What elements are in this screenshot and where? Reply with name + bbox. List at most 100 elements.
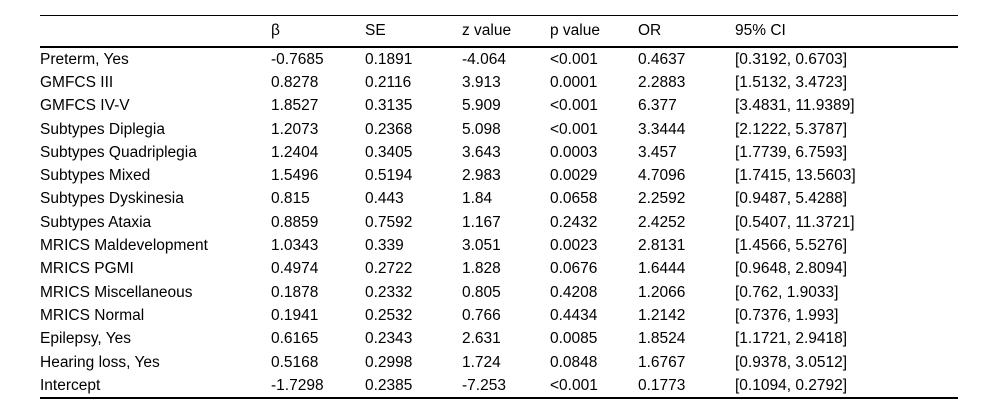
or-cell: 1.2066 bbox=[638, 283, 686, 301]
se-cell: 0.5194 bbox=[365, 167, 413, 185]
p-value-cell: 0.0085 bbox=[550, 330, 598, 348]
se-cell: 0.2116 bbox=[365, 73, 412, 91]
table-row: Intercept -1.7298 0.2385 -7.253 <0.001 0.1773… bbox=[40, 374, 958, 398]
row-label: MRICS PGMI bbox=[40, 260, 134, 278]
ci-cell: [0.1094, 0.2792] bbox=[735, 376, 848, 394]
table-row: GMFCS IV-V 1.8527 0.3135 5.909 <0.001 6.377 [3… bbox=[40, 95, 958, 118]
row-label: MRICS Miscellaneous bbox=[40, 283, 193, 301]
ci-cell: [1.1721, 2.9418] bbox=[735, 330, 848, 348]
or-cell: 2.2883 bbox=[638, 73, 686, 91]
or-cell: 0.4637 bbox=[638, 50, 686, 68]
table-row: Subtypes Diplegia 1.2073 0.2368 5.098 <0.001… bbox=[40, 118, 958, 141]
beta-cell: 0.8859 bbox=[271, 213, 319, 231]
z-value-cell: 5.098 bbox=[462, 120, 501, 138]
header-z-value: z value bbox=[462, 15, 550, 48]
beta-cell: 1.5496 bbox=[271, 167, 319, 185]
table-row: Hearing loss, Yes 0.5168 0.2998 1.724 0.0848… bbox=[40, 351, 958, 374]
table-row: MRICS Maldevelopment 1.0343 0.339 3.051 0.00… bbox=[40, 234, 958, 257]
or-cell: 0.1773 bbox=[638, 376, 686, 394]
z-value-cell: 1.828 bbox=[462, 260, 501, 278]
table-row: Subtypes Dyskinesia 0.815 0.443 1.84 0.0658 2… bbox=[40, 188, 958, 211]
row-label: Subtypes Mixed bbox=[40, 167, 151, 185]
p-value-cell: 0.0001 bbox=[550, 73, 598, 91]
p-value-cell: 0.0658 bbox=[550, 190, 598, 208]
or-cell: 2.2592 bbox=[638, 190, 686, 208]
or-cell: 1.2142 bbox=[638, 306, 686, 324]
or-cell: 3.3444 bbox=[638, 120, 686, 138]
z-value-cell: 3.643 bbox=[462, 143, 501, 161]
ci-cell: [1.7415, 13.5603] bbox=[735, 167, 856, 185]
row-label: GMFCS IV-V bbox=[40, 97, 130, 115]
se-cell: 0.2343 bbox=[365, 330, 413, 348]
or-cell: 4.7096 bbox=[638, 167, 686, 185]
z-value-cell: 1.724 bbox=[462, 353, 501, 371]
p-value-cell: 0.0848 bbox=[550, 353, 598, 371]
table-row: Subtypes Quadriplegia 1.2404 0.3405 3.643 0.… bbox=[40, 141, 958, 164]
z-value-cell: -4.064 bbox=[462, 50, 506, 68]
beta-cell: 0.4974 bbox=[271, 260, 319, 278]
ci-cell: [0.3192, 0.6703] bbox=[735, 50, 848, 68]
p-value-cell: <0.001 bbox=[550, 50, 598, 68]
row-label: Preterm, Yes bbox=[40, 50, 129, 68]
table-header: β SE z value p value OR 95% CI bbox=[40, 15, 958, 48]
row-label: GMFCS III bbox=[40, 73, 114, 91]
se-cell: 0.3405 bbox=[365, 143, 413, 161]
ci-cell: [0.5407, 11.3721] bbox=[735, 213, 855, 231]
header-se: SE bbox=[365, 15, 462, 48]
se-cell: 0.2332 bbox=[365, 283, 413, 301]
se-cell: 0.3135 bbox=[365, 97, 413, 115]
p-value-cell: <0.001 bbox=[550, 97, 598, 115]
or-cell: 2.4252 bbox=[638, 213, 686, 231]
beta-cell: -0.7685 bbox=[271, 50, 324, 68]
z-value-cell: 0.805 bbox=[462, 283, 501, 301]
header-variable bbox=[40, 15, 271, 48]
se-cell: 0.2385 bbox=[365, 376, 413, 394]
beta-cell: 0.6165 bbox=[271, 330, 319, 348]
beta-cell: 1.2404 bbox=[271, 143, 319, 161]
ci-cell: [0.9648, 2.8094] bbox=[735, 260, 848, 278]
table-row: MRICS Normal 0.1941 0.2532 0.766 0.4434 1.214… bbox=[40, 304, 958, 327]
beta-cell: 1.0343 bbox=[271, 237, 319, 255]
or-cell: 2.8131 bbox=[638, 237, 686, 255]
p-value-cell: 0.0029 bbox=[550, 167, 598, 185]
table-row: MRICS PGMI 0.4974 0.2722 1.828 0.0676 1.6444 [… bbox=[40, 258, 958, 281]
table-row: MRICS Miscellaneous 0.1878 0.2332 0.805 0.42… bbox=[40, 281, 958, 304]
or-cell: 1.6444 bbox=[638, 260, 686, 278]
beta-cell: 1.2073 bbox=[271, 120, 319, 138]
ci-cell: [3.4831, 11.9389] bbox=[735, 97, 855, 115]
se-cell: 0.2722 bbox=[365, 260, 413, 278]
table-body: Preterm, Yes -0.7685 0.1891 -4.064 <0.001 0.4… bbox=[40, 47, 958, 398]
ci-cell: [0.9378, 3.0512] bbox=[735, 353, 848, 371]
or-cell: 1.8524 bbox=[638, 330, 686, 348]
z-value-cell: 2.983 bbox=[462, 167, 501, 185]
se-cell: 0.1891 bbox=[365, 50, 413, 68]
p-value-cell: 0.4434 bbox=[550, 306, 598, 324]
or-cell: 3.457 bbox=[638, 143, 677, 161]
p-value-cell: 0.0023 bbox=[550, 237, 598, 255]
z-value-cell: 1.84 bbox=[462, 190, 493, 208]
header-row: β SE z value p value OR 95% CI bbox=[40, 15, 958, 48]
header-beta: β bbox=[271, 15, 365, 48]
row-label: Subtypes Ataxia bbox=[40, 213, 152, 231]
ci-cell: [1.4566, 5.5276] bbox=[735, 237, 848, 255]
z-value-cell: -7.253 bbox=[462, 376, 506, 394]
regression-results-table: β SE z value p value OR 95% CI Preterm, … bbox=[40, 15, 958, 400]
header-95ci: 95% CI bbox=[735, 15, 958, 48]
ci-cell: [0.9487, 5.4288] bbox=[735, 190, 848, 208]
ci-cell: [0.762, 1.9033] bbox=[735, 283, 839, 301]
stats-table-frame: β SE z value p value OR 95% CI Preterm, … bbox=[40, 15, 958, 400]
table-row: GMFCS III 0.8278 0.2116 3.913 0.0001 2.2883 [1… bbox=[40, 71, 958, 94]
ci-cell: [1.7739, 6.7593] bbox=[735, 143, 848, 161]
row-label: Subtypes Diplegia bbox=[40, 120, 165, 138]
beta-cell: 0.1878 bbox=[271, 283, 319, 301]
row-label: Subtypes Dyskinesia bbox=[40, 190, 184, 208]
row-label: Subtypes Quadriplegia bbox=[40, 143, 197, 161]
table-row: Preterm, Yes -0.7685 0.1891 -4.064 <0.001 0.4… bbox=[40, 47, 958, 71]
beta-cell: 1.8527 bbox=[271, 97, 319, 115]
se-cell: 0.339 bbox=[365, 237, 404, 255]
p-value-cell: <0.001 bbox=[550, 120, 598, 138]
row-label: MRICS Maldevelopment bbox=[40, 237, 208, 255]
se-cell: 0.2998 bbox=[365, 353, 413, 371]
header-p-value: p value bbox=[550, 15, 638, 48]
